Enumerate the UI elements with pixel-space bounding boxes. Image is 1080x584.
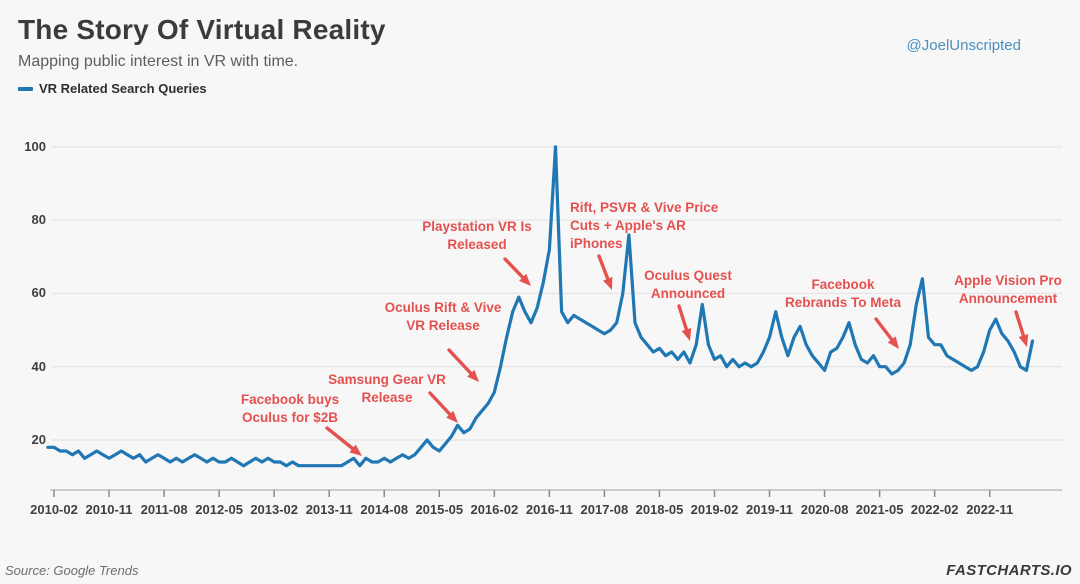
apple-vision-pro-arrowhead — [1018, 334, 1029, 347]
x-axis-tick-2012-05: 2012-05 — [195, 502, 243, 517]
x-axis-tick-2020-08: 2020-08 — [800, 502, 849, 517]
x-axis-tick-2013-02: 2013-02 — [250, 502, 299, 517]
annotation-apple-vision-pro: Apple Vision Pro Announcement — [954, 273, 1062, 306]
page-subtitle: Mapping public interest in VR with time. — [18, 53, 299, 70]
annotation-playstation-vr: Playstation VR Is Released — [422, 219, 532, 252]
x-axis-tick-2016-02: 2016-02 — [470, 502, 519, 517]
oculus-rift-vive-arrow — [447, 348, 473, 375]
oculus-quest-arrow — [677, 304, 689, 332]
x-axis-tick-2011-08: 2011-08 — [140, 502, 188, 517]
page-title: The Story Of Virtual Reality — [18, 14, 386, 45]
x-axis-tick-2018-05: 2018-05 — [635, 502, 684, 517]
x-axis-tick-2015-05: 2015-05 — [415, 502, 464, 517]
x-axis-tick-2010-02: 2010-02 — [30, 502, 78, 517]
facebook-buys-oculus-arrowhead — [349, 444, 362, 456]
legend-label: VR Related Search Queries — [39, 81, 207, 96]
x-axis-tick-2022-11: 2022-11 — [966, 502, 1014, 517]
x-axis-tick-2021-05: 2021-05 — [855, 502, 904, 517]
playstation-vr-arrowhead — [519, 273, 531, 286]
x-axis-tick-2019-11: 2019-11 — [746, 502, 794, 517]
brand-watermark: FASTCHARTS.IO — [946, 562, 1072, 579]
y-axis-tick-20: 20 — [31, 432, 46, 447]
annotation-oculus-quest: Oculus Quest Announced — [644, 268, 732, 301]
x-axis — [50, 489, 1062, 497]
samsung-gear-vr-arrowhead — [446, 410, 458, 423]
annotation-arrows — [325, 254, 1029, 456]
x-axis-tick-2014-08: 2014-08 — [360, 502, 409, 517]
price-cuts-ar-iphones-arrow — [597, 254, 610, 281]
x-axis-tick-2016-11: 2016-11 — [525, 502, 573, 517]
annotation-price-cuts-ar-iphones: Rift, PSVR & Vive Price Cuts + Apple's A… — [570, 200, 719, 251]
y-axis-tick-60: 60 — [31, 285, 46, 301]
author-handle: @JoelUnscripted — [906, 37, 1021, 54]
x-axis-tick-2013-11: 2013-11 — [305, 502, 353, 517]
y-axis-tick-100: 100 — [24, 138, 46, 154]
oculus-quest-arrowhead — [681, 328, 692, 341]
annotation-oculus-rift-vive: Oculus Rift & Vive VR Release — [384, 300, 502, 333]
annotation-facebook-buys-oculus: Facebook buys Oculus for $2B — [240, 392, 340, 425]
annotation-samsung-gear-vr: Samsung Gear VR Release — [328, 372, 446, 405]
y-axis-tick-80: 80 — [31, 212, 46, 228]
vr-search-queries-line — [46, 145, 1035, 468]
apple-vision-pro-arrow — [1014, 310, 1026, 338]
source-note: Source: Google Trends — [5, 563, 139, 578]
meta-rebrand-arrow — [874, 317, 894, 342]
legend-line-swatch — [18, 86, 33, 91]
x-axis-tick-2022-02: 2022-02 — [910, 502, 959, 517]
x-axis-tick-2010-11: 2010-11 — [85, 502, 133, 517]
x-axis-tick-2019-02: 2019-02 — [690, 502, 739, 517]
y-axis-tick-40: 40 — [31, 358, 46, 374]
x-axis-tick-2017-08: 2017-08 — [580, 502, 629, 517]
playstation-vr-arrow — [503, 257, 525, 280]
samsung-gear-vr-arrow — [428, 391, 452, 416]
legend: VR Related Search Queries — [18, 81, 207, 96]
oculus-rift-vive-arrowhead — [467, 369, 479, 382]
price-cuts-ar-iphones-arrowhead — [603, 277, 613, 290]
meta-rebrand-arrowhead — [887, 336, 899, 349]
facebook-buys-oculus-arrow — [325, 426, 355, 451]
annotation-meta-rebrand: Facebook Rebrands To Meta — [784, 277, 901, 310]
